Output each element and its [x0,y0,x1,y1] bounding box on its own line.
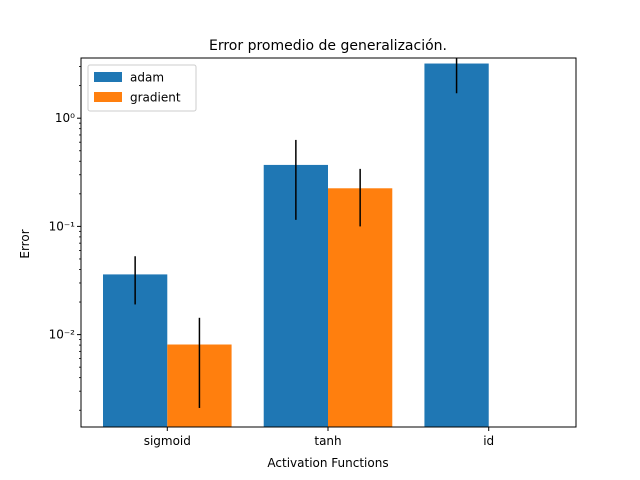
legend-swatch-adam [94,72,122,82]
y-tick-label: 10⁰ [55,111,75,125]
x-tick-label-id: id [483,434,494,448]
legend-label-gradient: gradient [130,91,181,105]
x-tick-label-sigmoid: sigmoid [144,434,191,448]
x-axis-label: Activation Functions [267,456,388,470]
x-tick-label-tanh: tanh [314,434,341,448]
y-axis-label: Error [18,229,32,258]
legend: adam gradient [87,64,197,112]
y-tick-label: 10⁻² [49,328,76,342]
chart-title: Error promedio de generalización. [209,38,447,54]
bar-gradient-tanh [328,188,393,427]
x-axis-ticks: sigmoid tanh id [144,427,494,448]
legend-label-adam: adam [130,71,164,85]
y-tick-label: 10⁻¹ [49,219,76,233]
legend-swatch-gradient [94,92,122,102]
bar-adam-id [424,63,489,427]
error-bars-layer [134,58,458,408]
y-axis-ticks: 10⁻² 10⁻¹ 10⁰ [49,66,81,411]
